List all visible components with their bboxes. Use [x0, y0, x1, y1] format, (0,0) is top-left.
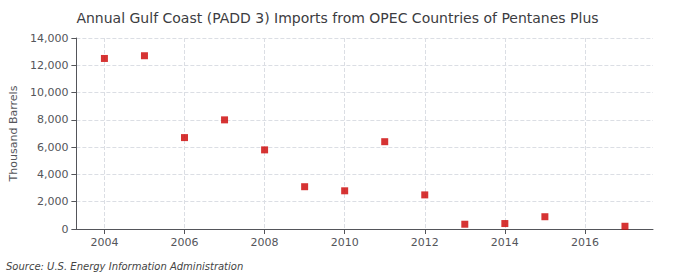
svg-text:Source: U.S. Energy Informatio: Source: U.S. Energy Information Administ… — [6, 261, 243, 272]
svg-text:6,000: 6,000 — [37, 141, 69, 154]
svg-text:0: 0 — [61, 223, 68, 236]
svg-text:2016: 2016 — [571, 236, 599, 249]
svg-text:14,000: 14,000 — [30, 32, 69, 45]
svg-text:2,000: 2,000 — [37, 195, 69, 208]
svg-text:4,000: 4,000 — [37, 168, 69, 181]
svg-text:2010: 2010 — [331, 236, 359, 249]
svg-text:2014: 2014 — [491, 236, 519, 249]
svg-text:2008: 2008 — [251, 236, 279, 249]
svg-text:Annual Gulf Coast (PADD 3) Imp: Annual Gulf Coast (PADD 3) Imports from … — [76, 10, 598, 26]
svg-text:12,000: 12,000 — [30, 59, 69, 72]
svg-text:8,000: 8,000 — [37, 113, 69, 126]
svg-text:2004: 2004 — [90, 236, 118, 249]
svg-text:10,000: 10,000 — [30, 86, 69, 99]
svg-text:2006: 2006 — [171, 236, 199, 249]
svg-text:Thousand Barrels: Thousand Barrels — [7, 85, 20, 182]
svg-text:2012: 2012 — [411, 236, 439, 249]
